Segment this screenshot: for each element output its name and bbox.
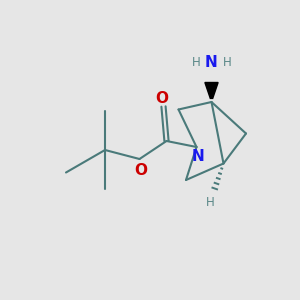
Text: H: H: [206, 196, 215, 209]
Text: H: H: [191, 56, 200, 69]
Text: O: O: [155, 91, 169, 106]
Text: O: O: [134, 163, 148, 178]
Text: N: N: [192, 149, 204, 164]
Polygon shape: [205, 82, 218, 98]
Text: H: H: [223, 56, 232, 69]
Text: N: N: [205, 55, 218, 70]
